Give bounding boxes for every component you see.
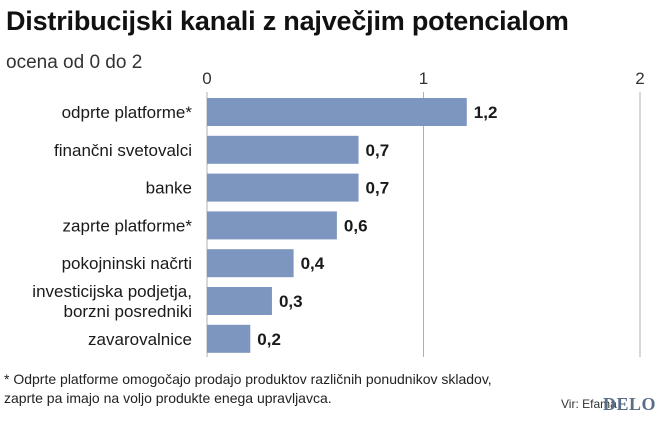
category-label: borzni posredniki bbox=[63, 302, 192, 321]
value-label: 0,2 bbox=[257, 330, 281, 349]
category-label: banke bbox=[146, 179, 192, 198]
category-label: zaprte platforme* bbox=[63, 216, 193, 235]
x-tick-label: 1 bbox=[419, 69, 428, 88]
value-label: 0,4 bbox=[301, 254, 325, 273]
bar bbox=[207, 135, 359, 164]
category-label: investicijska podjetja, bbox=[32, 282, 192, 301]
category-label: zavarovalnice bbox=[88, 330, 192, 349]
footnote: * Odprte platforme omogočajo prodajo pro… bbox=[4, 370, 492, 408]
category-label: pokojninski načrti bbox=[62, 254, 192, 273]
x-tick-label: 0 bbox=[202, 69, 211, 88]
bar bbox=[207, 211, 337, 240]
bar bbox=[207, 98, 467, 126]
value-label: 1,2 bbox=[474, 103, 498, 122]
bar bbox=[207, 249, 294, 278]
footnote-line-1: * Odprte platforme omogočajo prodajo pro… bbox=[4, 371, 492, 387]
chart-subtitle: ocena od 0 do 2 bbox=[6, 52, 143, 73]
delo-logo: DELO bbox=[603, 394, 657, 414]
source-label: Vir: Efama bbox=[561, 397, 617, 411]
value-label: 0,7 bbox=[366, 141, 390, 160]
chart-title: Distribucijski kanali z največjim potenc… bbox=[6, 6, 569, 36]
category-label: finančni svetovalci bbox=[54, 141, 192, 160]
value-label: 0,3 bbox=[279, 292, 303, 311]
category-label: odprte platforme* bbox=[62, 103, 193, 122]
bar bbox=[207, 173, 359, 202]
value-label: 0,6 bbox=[344, 216, 368, 235]
value-label: 0,7 bbox=[366, 179, 390, 198]
bar bbox=[207, 287, 272, 315]
x-tick-label: 2 bbox=[635, 69, 644, 88]
footnote-line-2: zaprte pa imajo na voljo produkte enega … bbox=[4, 390, 332, 406]
bar bbox=[207, 324, 251, 353]
